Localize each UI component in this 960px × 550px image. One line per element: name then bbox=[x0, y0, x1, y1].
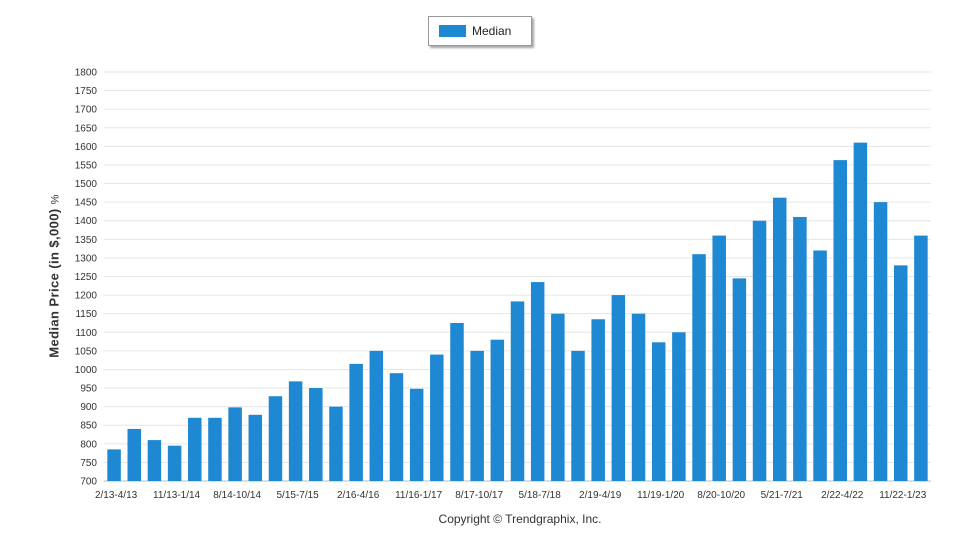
bar bbox=[389, 373, 404, 481]
legend-swatch bbox=[439, 25, 466, 37]
bar bbox=[772, 197, 787, 481]
bar bbox=[107, 449, 121, 481]
bar bbox=[268, 396, 283, 481]
bar bbox=[430, 354, 444, 481]
y-tick-label: 1200 bbox=[75, 291, 98, 302]
bar bbox=[591, 319, 605, 481]
y-tick-label: 1250 bbox=[75, 272, 98, 283]
x-tick-label: 2/22-4/22 bbox=[821, 490, 864, 501]
bar bbox=[873, 202, 888, 482]
bar bbox=[793, 217, 807, 481]
bar bbox=[127, 428, 142, 481]
bar bbox=[167, 445, 182, 481]
y-tick-label: 1300 bbox=[75, 253, 98, 264]
y-tick-label: 1700 bbox=[75, 105, 98, 116]
x-tick-label: 2/16-4/16 bbox=[337, 490, 380, 501]
y-tick-label: 1800 bbox=[75, 68, 98, 79]
x-tick-label: 11/16-1/17 bbox=[395, 490, 443, 501]
x-tick-label: 2/13-4/13 bbox=[95, 490, 138, 501]
x-tick-label: 5/21-7/21 bbox=[761, 490, 804, 501]
bar bbox=[369, 350, 384, 481]
bar bbox=[611, 295, 626, 481]
bar bbox=[329, 406, 343, 481]
y-tick-label: 850 bbox=[80, 421, 97, 432]
bar bbox=[893, 265, 908, 481]
y-tick-label: 1600 bbox=[75, 142, 98, 153]
y-tick-label: 700 bbox=[80, 477, 97, 488]
x-tick-label: 2/19-4/19 bbox=[579, 490, 622, 501]
y-tick-label: 1100 bbox=[75, 328, 97, 339]
x-tick-label: 11/13-1/14 bbox=[153, 490, 201, 501]
y-tick-label: 950 bbox=[80, 384, 97, 395]
y-tick-label: 1150 bbox=[75, 309, 97, 320]
y-tick-label: 1500 bbox=[75, 179, 98, 190]
bar bbox=[349, 363, 363, 481]
bar bbox=[470, 350, 484, 481]
bar bbox=[651, 342, 666, 481]
legend-label-median: Median bbox=[472, 24, 512, 38]
legend[interactable]: Median bbox=[428, 16, 532, 46]
bar bbox=[288, 381, 303, 481]
bar bbox=[248, 414, 263, 481]
bar bbox=[692, 254, 706, 481]
x-tick-label: 11/22-1/23 bbox=[879, 490, 927, 501]
y-tick-label: 1650 bbox=[75, 123, 98, 134]
bar bbox=[188, 417, 202, 481]
y-tick-label: 1000 bbox=[75, 365, 98, 376]
y-tick-label: 1450 bbox=[75, 198, 98, 209]
bar bbox=[813, 250, 827, 481]
bar bbox=[510, 301, 525, 481]
x-tick-label: 5/18-7/18 bbox=[519, 490, 562, 501]
x-tick-label: 8/17-10/17 bbox=[455, 490, 503, 501]
bar bbox=[450, 322, 464, 481]
bar bbox=[631, 313, 646, 481]
bar bbox=[490, 339, 505, 481]
y-tick-label: 1400 bbox=[75, 216, 98, 227]
bar bbox=[409, 388, 424, 481]
bar bbox=[732, 278, 747, 481]
copyright-footer: Copyright © Trendgraphix, Inc. bbox=[438, 512, 602, 526]
bar bbox=[833, 160, 847, 481]
bar bbox=[853, 142, 868, 482]
x-tick-label: 11/19-1/20 bbox=[637, 490, 685, 501]
bar bbox=[551, 313, 565, 481]
y-tick-label: 800 bbox=[80, 439, 97, 450]
x-tick-label: 8/20-10/20 bbox=[697, 490, 745, 501]
bar bbox=[914, 235, 928, 481]
y-tick-label: 1750 bbox=[75, 86, 98, 97]
y-tick-label: 750 bbox=[80, 458, 97, 469]
bar bbox=[752, 220, 767, 481]
bar bbox=[571, 350, 585, 481]
bar bbox=[309, 388, 323, 481]
y-tick-label: 1550 bbox=[75, 160, 98, 171]
bar bbox=[228, 407, 242, 481]
y-tick-label: 1350 bbox=[75, 235, 98, 246]
bar bbox=[672, 332, 686, 481]
bar bbox=[208, 417, 222, 481]
bar bbox=[530, 282, 545, 481]
y-tick-label: 900 bbox=[80, 402, 97, 413]
x-tick-label: 5/15-7/15 bbox=[276, 490, 319, 501]
bar bbox=[147, 440, 162, 481]
x-tick-label: 8/14-10/14 bbox=[213, 490, 261, 501]
bar bbox=[712, 235, 726, 481]
y-tick-label: 1050 bbox=[75, 346, 98, 357]
